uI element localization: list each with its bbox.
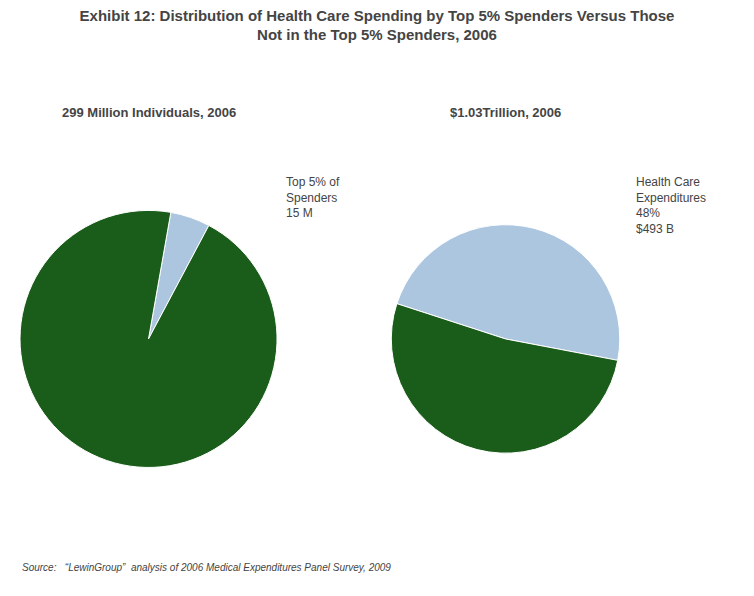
svg-text:Exhibit 12: Distribution of He: Exhibit 12: Distribution of Health Care … — [80, 7, 675, 44]
svg-text:299 Million Individuals, 2006: 299 Million Individuals, 2006 — [62, 105, 236, 120]
svg-text:Health CareExpenditures48%$493: Health CareExpenditures48%$493 B — [636, 175, 706, 236]
svg-text:Source: “LewinGroup” analys: Source: “LewinGroup” analysis of 2006 Me… — [22, 562, 391, 573]
svg-text:Top 5% ofSpenders15 M: Top 5% ofSpenders15 M — [286, 175, 340, 220]
svg-text:$1.03Trillion, 2006: $1.03Trillion, 2006 — [450, 105, 561, 120]
